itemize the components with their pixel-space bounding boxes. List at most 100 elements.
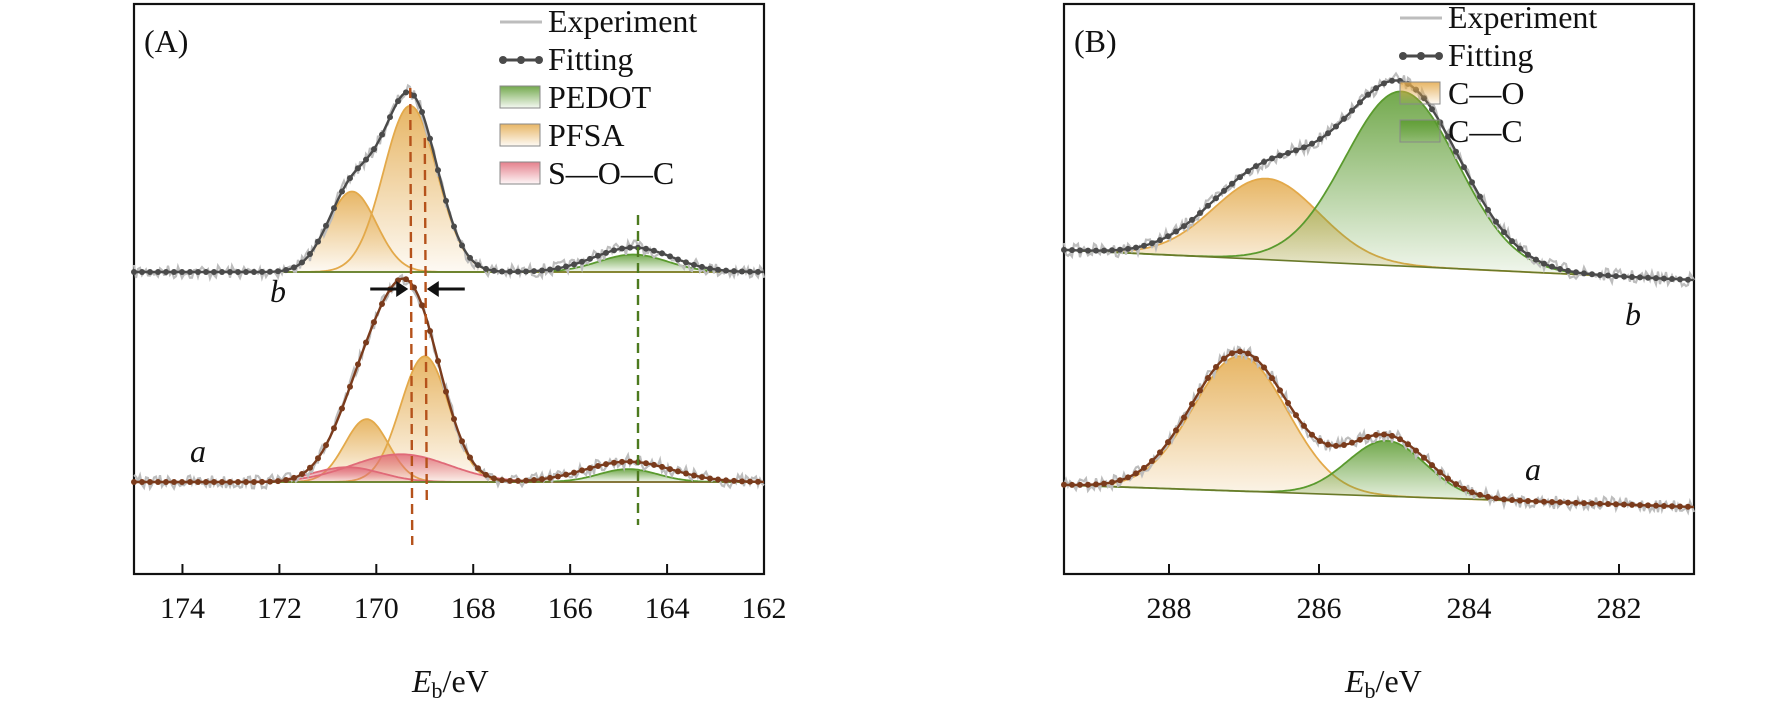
panel-a-curve-a-fitting-point [163, 479, 169, 485]
panel-a-x-ticks: 174 172 170 168 166 164 162 [160, 564, 787, 625]
panel-a-curve-b-fitting-point [259, 268, 265, 275]
panel-a-curve-a-fitting-point [619, 458, 625, 465]
panel-b-curve-b-fitting-point [1301, 144, 1307, 151]
panel-b-curve-a-fitting-point [1133, 470, 1139, 477]
panel-a-legend-item-fitting: Fitting [499, 41, 633, 77]
panel-b-curve-a-fitting-point [1413, 447, 1419, 454]
panel-b-legend-label: C—O [1448, 75, 1524, 111]
panel-a-curve-b-fitting-point [307, 251, 313, 258]
panel-b-curve-a-fitting-point [1221, 355, 1227, 362]
panel-a-curve-b-fitting-point [619, 245, 625, 252]
panel-a-curve-b-fitting-point [467, 254, 473, 261]
panel-a-legend-label: Fitting [548, 41, 633, 77]
panel-b-curve-b-fitting-point [1365, 91, 1371, 98]
panel-a-curve-b-fitting-point [387, 114, 393, 121]
panel-b-curve-a-fitting-point [1309, 431, 1315, 438]
panel-a-curve-a-fitting-point [571, 469, 577, 476]
panel-b-curve-a-fitting-point [1077, 481, 1083, 488]
panel-b-curve-b-fitting-point [1069, 247, 1075, 254]
panel-b-label: (B) [1074, 23, 1117, 59]
panel-b-curve-b-fitting-point [1269, 155, 1275, 162]
panel-b-curve-b-fitting-point [1445, 133, 1451, 140]
panel-b-curve-a-fitting-point [1261, 364, 1267, 371]
panel-a-curve-b-fitting-point [571, 261, 577, 268]
panel-a-curve-b-fitting-point [611, 247, 617, 254]
panel-a-curve-b-fitting-point [435, 167, 441, 174]
panel-a-curve-b-fitting-point [507, 268, 513, 275]
panel-a-curve-a-fitting-point [147, 479, 153, 485]
panel-b-curve-a-fitting-point [1389, 432, 1395, 439]
panel-a-legend-item-s-o-c: S—O—C [499, 155, 674, 191]
panel-a-curve-b-fitting-point [731, 268, 737, 275]
panel-b-curve-b-fitting-point [1453, 148, 1459, 155]
panel-b-curve-b-fitting-point [1637, 274, 1643, 281]
panel-b-curve-b-fitting-point [1661, 275, 1667, 282]
panel-b-legend-swatch [1399, 119, 1441, 143]
panel-a-curve-a-fitting-point [291, 474, 297, 481]
panel-b-curve-a-fitting-point [1621, 501, 1627, 508]
panel-a-curve-a-fitting-point [299, 471, 305, 478]
panel-b-curve-a-fitting-point [1597, 500, 1603, 507]
panel-a-curve-a-fitting-point [515, 477, 521, 484]
panel-b-curve-a-fitting-point [1645, 502, 1651, 509]
panel-b-curve-b-fitting-point [1381, 80, 1387, 87]
panel-a-curve-b-fitting-point [563, 263, 569, 270]
panel-a-curve-a-fitting-point [179, 479, 185, 485]
panel-a-curve-b-fitting-point [603, 249, 609, 256]
panel-a-curve-b-fitting-point [219, 268, 225, 275]
panel-b: ba 288 286 284 282 (B) ExperimentFittingC—O… [1061, 0, 1696, 703]
panel-a-curve-b-fitting-point [443, 197, 449, 204]
panel-b-curve-a-fitting-point [1157, 449, 1163, 456]
panel-b-curve-a-fitting-point [1573, 499, 1579, 506]
panel-a-curve-b-fitting-point [379, 131, 385, 138]
panel-b-curve-a-fitting-point [1213, 364, 1219, 371]
panel-b-curve-b-fitting-point [1461, 164, 1467, 171]
panel-a-curve-b-fitting-point [363, 156, 369, 163]
panel-a-legend-swatch [499, 85, 541, 109]
panel-b-curve-a-fitting-point [1093, 481, 1099, 488]
panel-b-curve-a-fitting-point [1229, 350, 1235, 357]
panel-b-curve-b-fitting-point [1173, 228, 1179, 235]
panel-b-curve-b-fitting-point [1525, 251, 1531, 258]
panel-a-curve-a-fitting-point [363, 339, 369, 346]
panel-a-x-tick-label: 166 [548, 592, 593, 625]
panel-a-curve-label-a: a [190, 433, 206, 469]
panel-a-curve-b-fitting-point [171, 269, 177, 275]
panel-a-curve-a-fitting-point [411, 284, 417, 291]
panel-a-curve-a-fitting-point [323, 442, 329, 449]
panel-a-legend-swatch [499, 161, 541, 185]
panel-b-curve-b-fitting-point [1605, 272, 1611, 279]
panel-b-curve-a-fitting-point [1685, 503, 1691, 510]
panel-b-curve-a-fitting-point [1581, 500, 1587, 507]
panel-a-curve-b-fitting-point [347, 175, 353, 182]
panel-a-curve-a-fitting-point [419, 302, 425, 309]
panel-b-curve-b-c-o-fill [1064, 178, 1694, 280]
panel-a-curve-b-fitting-point [195, 269, 201, 275]
panel-b-x-tick-label: 284 [1447, 592, 1492, 625]
panel-b-curve-b-fitting-point [1261, 158, 1267, 165]
panel-a-curve-b-fitting-point [499, 268, 505, 275]
panel-a-curve-a-fitting-point [155, 479, 161, 485]
panel-a-curve-b-fitting-point [267, 268, 273, 275]
panel-b-plot-area: ba [1061, 71, 1696, 516]
panel-a-curve-b-fitting-point [723, 267, 729, 274]
panel-b-curve-a-fitting-point [1429, 462, 1435, 469]
panel-b-curve-a-fitting-point [1533, 498, 1539, 505]
panel-b-curve-b-fitting-point [1509, 238, 1515, 245]
panel-b-curve-a-fitting-point [1381, 431, 1387, 438]
panel-b-curve-b-fitting-point [1613, 273, 1619, 280]
panel-a-legend-item-pfsa: PFSA [499, 117, 625, 153]
panel-a-curve-b-fitting-point [651, 247, 657, 254]
panel-b-legend-swatch-dot [1435, 52, 1443, 60]
panel-b-curve-b-fitting-point [1205, 202, 1211, 209]
panel-b-curve-b-fitting-point [1389, 77, 1395, 84]
panel-a-curve-a-fitting-point [491, 475, 497, 482]
panel-b-curve-a-fitting-point [1325, 441, 1331, 448]
panel-b-curve-a-fitting-point [1453, 481, 1459, 488]
panel-a-xlabel-symbol: E [411, 663, 432, 699]
panel-a-curve-b-fitting-point [667, 253, 673, 260]
panel-a-curve-a-pfsa-fill [134, 356, 764, 482]
panel-a-curve-a-fitting-point [747, 478, 753, 485]
panel-b-curve-b-fitting-point [1061, 246, 1067, 253]
